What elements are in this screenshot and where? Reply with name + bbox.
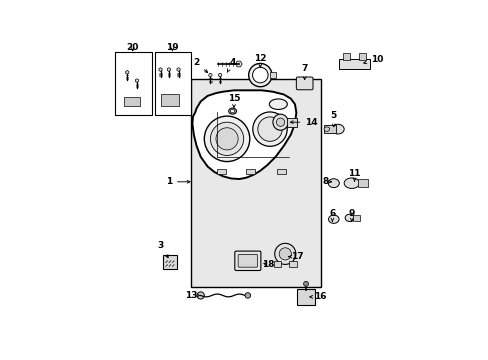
- FancyBboxPatch shape: [353, 215, 359, 221]
- Text: 19: 19: [166, 43, 179, 52]
- FancyBboxPatch shape: [217, 169, 225, 174]
- Ellipse shape: [272, 114, 287, 130]
- Text: 8: 8: [322, 177, 331, 186]
- Text: 9: 9: [348, 209, 354, 221]
- FancyBboxPatch shape: [234, 251, 260, 270]
- Ellipse shape: [228, 108, 236, 114]
- FancyBboxPatch shape: [296, 289, 315, 305]
- Polygon shape: [218, 73, 221, 77]
- FancyBboxPatch shape: [115, 51, 152, 115]
- FancyBboxPatch shape: [273, 261, 281, 267]
- Text: 6: 6: [328, 209, 335, 221]
- Polygon shape: [167, 68, 170, 71]
- Polygon shape: [135, 79, 138, 82]
- Text: 13: 13: [184, 291, 200, 300]
- Text: 4: 4: [227, 58, 235, 72]
- Ellipse shape: [276, 118, 284, 126]
- Text: 12: 12: [254, 54, 266, 67]
- FancyBboxPatch shape: [288, 261, 296, 267]
- FancyBboxPatch shape: [124, 97, 140, 106]
- Polygon shape: [159, 68, 162, 71]
- FancyBboxPatch shape: [359, 53, 366, 60]
- Circle shape: [216, 128, 238, 150]
- Text: 2: 2: [193, 58, 207, 73]
- Ellipse shape: [327, 179, 339, 188]
- FancyBboxPatch shape: [342, 53, 349, 60]
- Polygon shape: [208, 73, 212, 77]
- Text: 14: 14: [290, 118, 317, 127]
- FancyBboxPatch shape: [338, 59, 369, 69]
- Ellipse shape: [324, 127, 329, 131]
- Circle shape: [303, 281, 308, 286]
- Ellipse shape: [344, 178, 359, 188]
- Text: 3: 3: [157, 241, 168, 258]
- FancyBboxPatch shape: [357, 179, 367, 187]
- Circle shape: [248, 63, 271, 87]
- Polygon shape: [192, 90, 296, 179]
- Circle shape: [274, 243, 295, 264]
- Circle shape: [257, 117, 282, 141]
- Polygon shape: [177, 68, 180, 71]
- FancyBboxPatch shape: [323, 125, 335, 133]
- Ellipse shape: [328, 215, 338, 223]
- FancyBboxPatch shape: [191, 79, 321, 287]
- Ellipse shape: [331, 124, 344, 134]
- Text: 17: 17: [288, 252, 304, 261]
- FancyBboxPatch shape: [286, 118, 296, 127]
- FancyBboxPatch shape: [296, 77, 312, 90]
- Ellipse shape: [345, 214, 353, 221]
- Ellipse shape: [269, 99, 287, 109]
- Ellipse shape: [230, 109, 234, 113]
- FancyBboxPatch shape: [276, 169, 285, 174]
- Text: 1: 1: [165, 177, 190, 186]
- Polygon shape: [235, 61, 242, 67]
- Text: 15: 15: [227, 94, 240, 107]
- Text: 11: 11: [347, 169, 360, 181]
- Text: 18: 18: [262, 261, 274, 269]
- Text: 10: 10: [363, 55, 382, 64]
- Circle shape: [244, 293, 250, 298]
- Circle shape: [210, 122, 243, 156]
- Polygon shape: [125, 71, 128, 74]
- Text: 5: 5: [330, 111, 336, 127]
- Text: 20: 20: [126, 43, 139, 52]
- Text: 16: 16: [309, 292, 325, 301]
- FancyBboxPatch shape: [155, 51, 191, 115]
- Circle shape: [197, 292, 204, 299]
- Circle shape: [252, 67, 267, 83]
- FancyBboxPatch shape: [245, 169, 255, 174]
- FancyBboxPatch shape: [270, 72, 276, 78]
- FancyBboxPatch shape: [238, 255, 257, 267]
- Text: 7: 7: [301, 64, 307, 80]
- FancyBboxPatch shape: [163, 255, 177, 269]
- FancyBboxPatch shape: [161, 94, 179, 106]
- Circle shape: [279, 248, 291, 260]
- Circle shape: [252, 112, 286, 146]
- Circle shape: [204, 116, 249, 162]
